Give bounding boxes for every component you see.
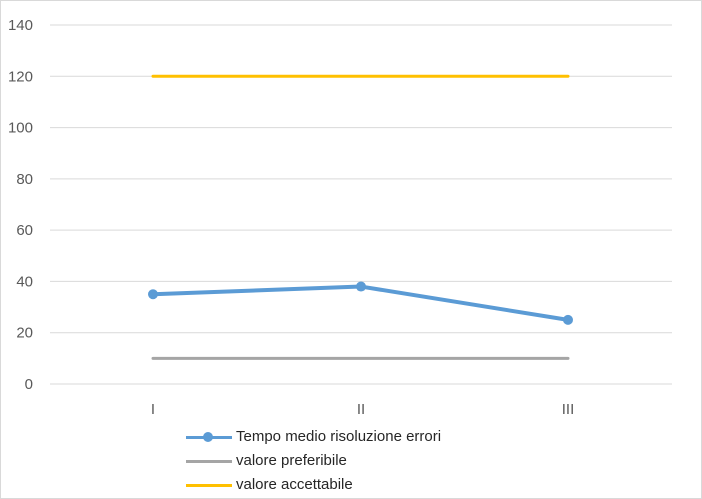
y-tick-label-120: 120 [8, 68, 33, 85]
y-tick-label-0: 0 [25, 376, 33, 393]
legend-item-tempo-medio: Tempo medio risoluzione errori [186, 425, 441, 449]
y-tick-label-20: 20 [16, 325, 33, 342]
y-tick-label-100: 100 [8, 120, 33, 137]
legend-label-valore-preferibile: valore preferibile [236, 452, 347, 469]
legend-swatch-valore-accettabile [186, 484, 232, 487]
legend-item-valore-preferibile: valore preferibile [186, 449, 441, 473]
y-tick-label-140: 140 [8, 17, 33, 34]
legend-marker-tempo-medio [203, 432, 213, 442]
legend-swatch-valore-preferibile [186, 460, 232, 463]
x-tick-label-II: II [357, 401, 365, 418]
series-line-0 [151, 284, 570, 322]
y-tick-label-60: 60 [16, 222, 33, 239]
legend-label-valore-accettabile: valore accettabile [236, 476, 353, 493]
y-tick-label-40: 40 [16, 273, 33, 290]
y-tick-label-80: 80 [16, 171, 33, 188]
data-point-0-0 [148, 289, 158, 300]
legend-label-tempo-medio: Tempo medio risoluzione errori [236, 428, 442, 445]
legend: Tempo medio risoluzione errori valore pr… [186, 425, 441, 497]
x-tick-label-I: I [151, 401, 155, 418]
legend-item-valore-accettabile: valore accettabile [186, 473, 441, 497]
data-point-0-1 [356, 281, 366, 292]
data-point-0-2 [563, 314, 573, 325]
x-tick-label-III: III [562, 401, 575, 418]
